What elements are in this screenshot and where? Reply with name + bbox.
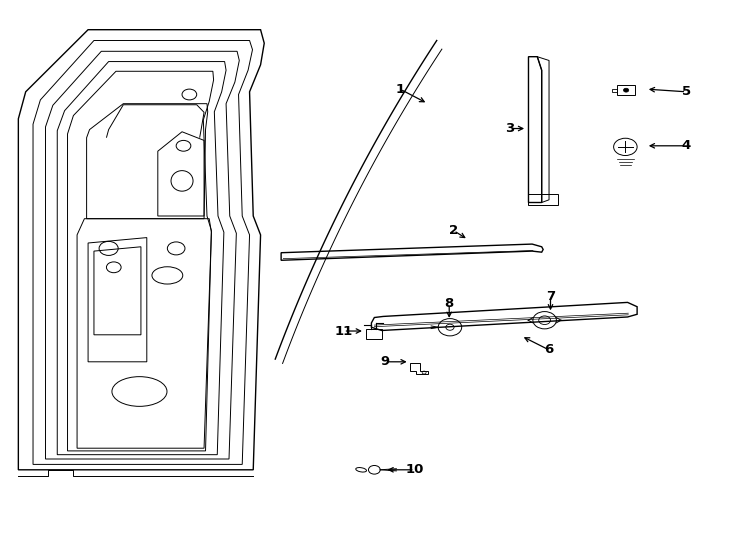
Text: 11: 11 [335,325,352,338]
Text: 1: 1 [396,83,404,96]
Text: 7: 7 [546,291,555,303]
Text: 5: 5 [682,85,691,98]
Text: 2: 2 [449,224,458,237]
Text: 9: 9 [381,355,390,368]
Bar [366,329,382,339]
Text: 4: 4 [682,139,691,152]
Bar [611,89,617,92]
Bar [617,85,636,95]
Text: 8: 8 [445,297,454,310]
Text: 10: 10 [405,463,424,476]
Circle shape [623,88,629,92]
Text: 3: 3 [506,122,515,135]
Text: 6: 6 [545,343,553,356]
